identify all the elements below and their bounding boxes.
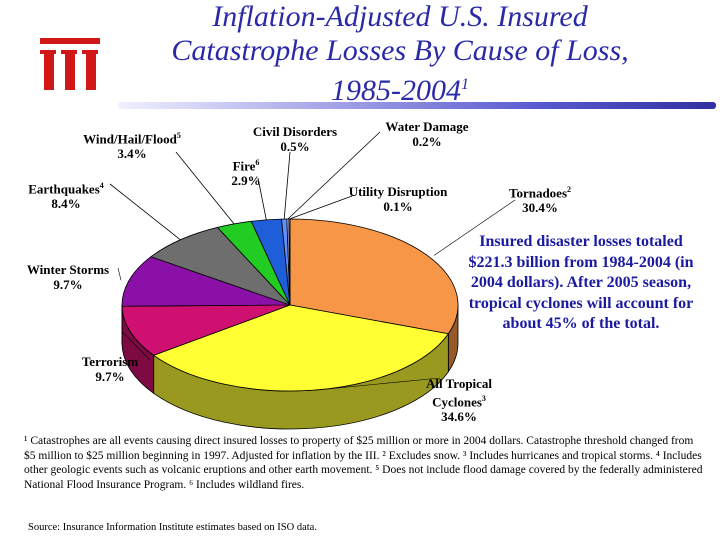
pie-slice-tornadoes — [289, 218, 459, 335]
slice-value: 30.4% — [522, 200, 558, 216]
slice-name: All Tropical Cyclones3 — [425, 376, 493, 410]
slice-name: Civil Disorders — [252, 124, 338, 139]
leader-line-water-damage — [287, 131, 381, 220]
leader-line-terrorism — [122, 331, 151, 361]
slice-value: 34.6% — [441, 409, 477, 425]
label-civil-disorders: Civil Disorders 0.5% — [240, 124, 350, 154]
slice-value: 3.4% — [117, 146, 147, 162]
slice-value: 0.2% — [412, 134, 442, 149]
label-tropical-cyclones: All Tropical Cyclones3 34.6% — [404, 376, 514, 424]
label-winter-storms: Winter Storms 9.7% — [18, 262, 118, 292]
source-note: Source: Insurance Information Institute … — [28, 522, 317, 533]
summary-note: Insured disaster losses totaled $221.3 b… — [468, 233, 694, 332]
leader-line-wind-hail-flood — [175, 151, 235, 225]
slice-name: Winter Storms — [26, 262, 110, 277]
leader-line-tornadoes — [433, 199, 516, 256]
pie-slice-terrorism — [121, 304, 291, 356]
slice-value: 2.9% — [231, 173, 261, 189]
leader-line-all-tropical-cyclones — [314, 377, 441, 391]
pie-slice-earthquakes — [150, 226, 291, 306]
slice-name: Water Damage — [385, 119, 469, 134]
label-tornadoes: Tornadoes2 30.4% — [490, 182, 590, 215]
title-line-2: Catastrophe Losses By Cause of Loss, — [171, 34, 629, 67]
slice-name: Utility Disruption — [348, 184, 448, 199]
footnotes: ¹ Catastrophes are all events causing di… — [24, 435, 703, 491]
title-rule — [118, 102, 716, 109]
leader-line-utility-disruption — [289, 195, 353, 220]
iii-logo — [40, 38, 100, 90]
label-wind-hail-flood: Wind/Hail/Flood5 3.4% — [62, 128, 202, 161]
label-utility-disruption: Utility Disruption 0.1% — [336, 184, 460, 214]
pie-slice-winter-storms — [121, 256, 291, 307]
slice-name: Earthquakes4 — [28, 181, 104, 197]
slice-name: Wind/Hail/Flood5 — [83, 131, 181, 147]
label-earthquakes: Earthquakes4 8.4% — [18, 178, 114, 211]
slice-value: 0.1% — [383, 199, 413, 214]
slice-value: 8.4% — [51, 196, 81, 212]
label-water-damage: Water Damage 0.2% — [372, 119, 482, 149]
page-title: Inflation-Adjusted U.S. Insured Catastro… — [110, 0, 690, 108]
leader-line-civil-disorders — [283, 151, 291, 220]
slice-value: 9.7% — [53, 277, 83, 292]
leader-line-winter-storms — [117, 267, 122, 281]
leader-line-fire — [257, 177, 267, 220]
title-line-3: 1985-20041 — [331, 74, 469, 107]
label-fire: Fire6 2.9% — [222, 155, 270, 188]
slice-value: 0.5% — [280, 139, 310, 154]
slice-name: Tornadoes2 — [508, 185, 572, 201]
pie-slice-all-tropical-cyclones — [152, 304, 449, 392]
slice-value: 9.7% — [95, 369, 125, 384]
title-line-1: Inflation-Adjusted U.S. Insured — [212, 0, 588, 33]
slice-name: Terrorism — [81, 354, 139, 369]
slice-name: Fire6 — [232, 158, 260, 174]
leader-line-earthquakes — [109, 183, 181, 241]
label-terrorism: Terrorism 9.7% — [64, 354, 156, 384]
